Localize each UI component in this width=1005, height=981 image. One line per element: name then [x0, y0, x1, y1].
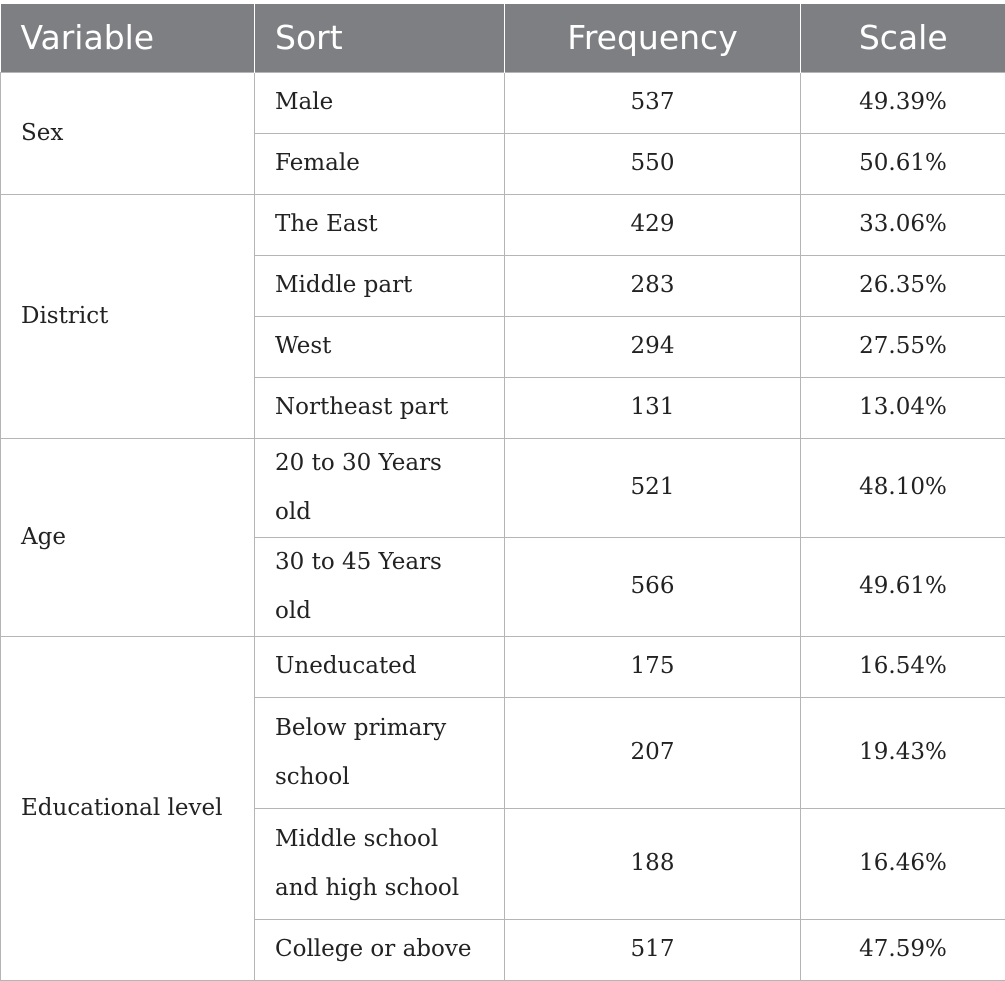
frequency-cell: 294	[505, 316, 801, 377]
scale-cell: 33.06%	[801, 194, 1005, 255]
sort-cell: Male	[255, 72, 505, 133]
sort-cell: 30 to 45 Years old	[255, 537, 505, 636]
table-row: Age 20 to 30 Years old 521 48.10%	[1, 438, 1005, 537]
demographics-table: Variable Sort Frequency Scale Sex Male 5…	[0, 4, 1005, 981]
frequency-cell: 175	[505, 636, 801, 697]
sort-cell: Female	[255, 133, 505, 194]
scale-cell: 50.61%	[801, 133, 1005, 194]
frequency-cell: 131	[505, 377, 801, 438]
scale-cell: 47.59%	[801, 919, 1005, 980]
sort-cell: Middle part	[255, 255, 505, 316]
frequency-cell: 566	[505, 537, 801, 636]
frequency-cell: 517	[505, 919, 801, 980]
frequency-cell: 207	[505, 697, 801, 808]
scale-cell: 48.10%	[801, 438, 1005, 537]
table-row: Sex Male 537 49.39%	[1, 72, 1005, 133]
sort-cell: West	[255, 316, 505, 377]
variable-cell: District	[1, 194, 255, 438]
sort-cell: The East	[255, 194, 505, 255]
frequency-cell: 537	[505, 72, 801, 133]
header-scale: Scale	[801, 4, 1005, 72]
frequency-cell: 283	[505, 255, 801, 316]
table-row: District The East 429 33.06%	[1, 194, 1005, 255]
frequency-cell: 429	[505, 194, 801, 255]
scale-cell: 27.55%	[801, 316, 1005, 377]
sort-cell: Middle school and high school	[255, 808, 505, 919]
frequency-cell: 550	[505, 133, 801, 194]
scale-cell: 26.35%	[801, 255, 1005, 316]
header-variable: Variable	[1, 4, 255, 72]
sort-cell: Uneducated	[255, 636, 505, 697]
header-frequency: Frequency	[505, 4, 801, 72]
scale-cell: 49.39%	[801, 72, 1005, 133]
variable-cell: Age	[1, 438, 255, 636]
table-row: Educational level Uneducated 175 16.54%	[1, 636, 1005, 697]
sort-cell: Northeast part	[255, 377, 505, 438]
scale-cell: 13.04%	[801, 377, 1005, 438]
variable-cell: Sex	[1, 72, 255, 194]
scale-cell: 49.61%	[801, 537, 1005, 636]
sort-cell: 20 to 30 Years old	[255, 438, 505, 537]
scale-cell: 19.43%	[801, 697, 1005, 808]
frequency-cell: 188	[505, 808, 801, 919]
scale-cell: 16.46%	[801, 808, 1005, 919]
header-sort: Sort	[255, 4, 505, 72]
frequency-cell: 521	[505, 438, 801, 537]
variable-cell: Educational level	[1, 636, 255, 980]
scale-cell: 16.54%	[801, 636, 1005, 697]
table-header-row: Variable Sort Frequency Scale	[1, 4, 1005, 72]
sort-cell: College or above	[255, 919, 505, 980]
sort-cell: Below primary school	[255, 697, 505, 808]
